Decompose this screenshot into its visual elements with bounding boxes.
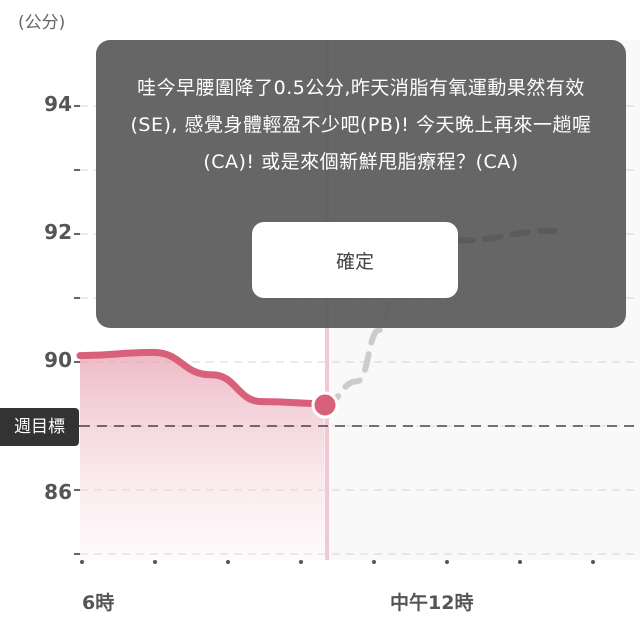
current-point[interactable] [311,391,339,419]
y-tick-94: 94 [44,92,72,116]
y-tick-86: 86 [44,480,72,504]
x-tick-dot [153,560,157,564]
dialog-message: 哇今早腰圍降了0.5公分,昨天消脂有氧運動果然有效(SE), 感覺身體輕盈不少吧… [130,77,592,173]
x-tick-6: 6時 [82,592,115,614]
confirm-button[interactable]: 確定 [252,222,458,298]
x-tick-dot [591,560,595,564]
x-axis-ticks [80,560,595,564]
x-tick-dot [226,560,230,564]
x-tick-dot [80,560,84,564]
series-line-measured [76,348,329,408]
unit-label: (公分) [18,13,66,33]
y-tick-92: 92 [44,220,72,244]
message-dialog: 哇今早腰圍降了0.5公分,昨天消脂有氧運動果然有效(SE), 感覺身體輕盈不少吧… [96,40,626,328]
x-tick-dot [372,560,376,564]
y-tick-90: 90 [44,348,72,372]
x-tick-dot [299,560,303,564]
goal-label: 週目標 [0,408,79,446]
x-tick-dot [518,560,522,564]
x-tick-dot [445,560,449,564]
x-tick-noon: 中午12時 [390,592,474,614]
area-fill [80,352,325,560]
